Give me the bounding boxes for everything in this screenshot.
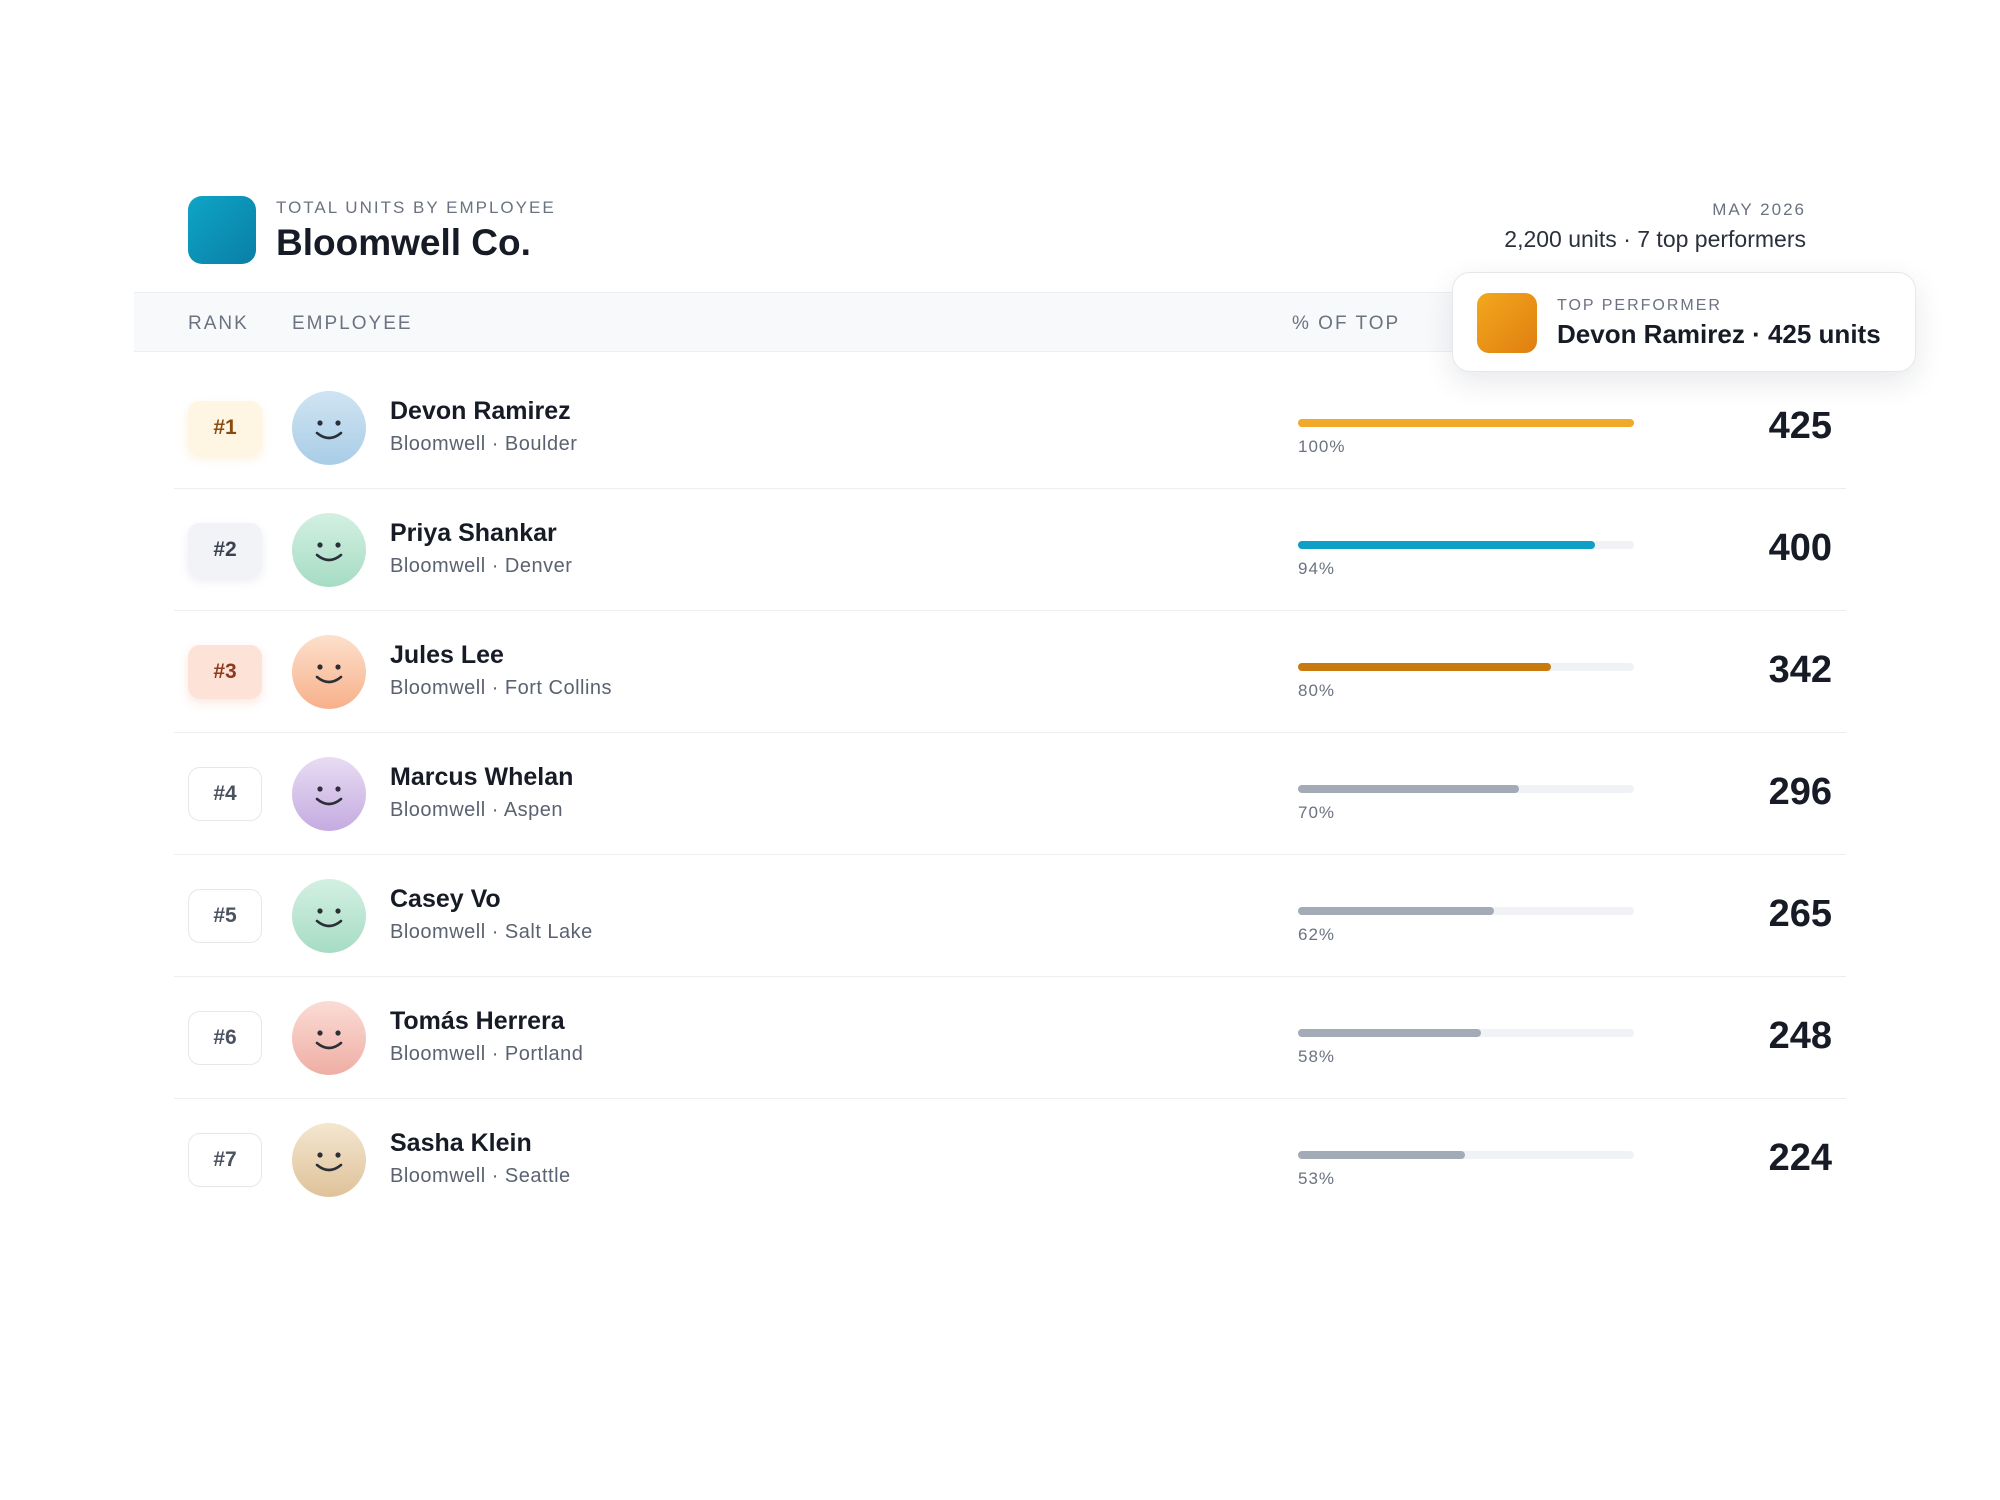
percent-bar	[1298, 1151, 1634, 1159]
header-eyebrow: TOTAL UNITS BY EMPLOYEE	[276, 198, 556, 217]
rank-badge: #7	[188, 1133, 262, 1187]
employee-list: #1 Devon Ramirez Bloomwell · Boulder 100…	[174, 367, 1846, 1221]
percent-label: 80%	[1298, 681, 1336, 700]
rank-badge: #2	[188, 523, 262, 577]
units-value: 248	[1768, 1015, 1832, 1057]
units-value: 425	[1768, 405, 1832, 447]
page-title: Bloomwell Co.	[276, 222, 531, 263]
units-value: 400	[1768, 527, 1832, 569]
employee-name[interactable]: Tomás Herrera	[390, 1007, 565, 1035]
rank-badge: #3	[188, 645, 262, 699]
employee-location: Bloomwell · Fort Collins	[390, 677, 613, 699]
table-row[interactable]: #2 Priya Shankar Bloomwell · Denver 94% …	[174, 489, 1846, 611]
units-value: 224	[1768, 1137, 1832, 1179]
tooltip-label: TOP PERFORMER	[1557, 297, 1722, 314]
percent-bar	[1298, 663, 1634, 671]
rank-badge: #5	[188, 889, 262, 943]
smiley-face-icon	[292, 879, 366, 953]
employee-name[interactable]: Jules Lee	[390, 641, 504, 669]
tooltip-text: Devon Ramirez · 425 units	[1557, 319, 1881, 349]
percent-label: 70%	[1298, 803, 1336, 822]
employee-location: Bloomwell · Portland	[390, 1043, 584, 1065]
smiley-face-icon	[292, 513, 366, 587]
trophy-icon	[1477, 293, 1537, 353]
smiley-face-icon	[292, 757, 366, 831]
rank-badge: #4	[188, 767, 262, 821]
avatar	[292, 513, 366, 587]
top-performer-tooltip: TOP PERFORMER Devon Ramirez · 425 units	[1452, 272, 1916, 372]
employee-location: Bloomwell · Aspen	[390, 799, 564, 821]
avatar	[292, 391, 366, 465]
employee-location: Bloomwell · Salt Lake	[390, 921, 593, 943]
employee-location: Bloomwell · Seattle	[390, 1165, 571, 1187]
units-value: 296	[1768, 771, 1832, 813]
percent-bar	[1298, 785, 1634, 793]
percent-label: 58%	[1298, 1047, 1336, 1066]
smiley-face-icon	[292, 1001, 366, 1075]
table-row[interactable]: #7 Sasha Klein Bloomwell · Seattle 53% 2…	[174, 1099, 1846, 1221]
percent-bar	[1298, 419, 1634, 427]
units-value: 265	[1768, 893, 1832, 935]
percent-bar	[1298, 1029, 1634, 1037]
percent-bar-fill	[1298, 1151, 1466, 1159]
units-value: 342	[1768, 649, 1832, 691]
percent-bar	[1298, 907, 1634, 915]
summary-text: 2,200 units · 7 top performers	[1504, 226, 1806, 252]
employee-location: Bloomwell · Denver	[390, 555, 573, 577]
percent-bar-fill	[1298, 663, 1551, 671]
table-row[interactable]: #3 Jules Lee Bloomwell · Fort Collins 80…	[174, 611, 1846, 733]
table-row[interactable]: #1 Devon Ramirez Bloomwell · Boulder 100…	[174, 367, 1846, 489]
column-header-employee[interactable]: EMPLOYEE	[292, 313, 413, 334]
employee-location: Bloomwell · Boulder	[390, 433, 578, 455]
column-header-percent[interactable]: % OF TOP	[1292, 313, 1401, 334]
employee-name[interactable]: Casey Vo	[390, 885, 501, 913]
percent-bar-fill	[1298, 419, 1634, 427]
percent-label: 94%	[1298, 559, 1336, 578]
period-label: MAY 2026	[1712, 200, 1806, 219]
avatar	[292, 1001, 366, 1075]
company-logo-icon	[188, 196, 256, 264]
percent-bar-fill	[1298, 541, 1595, 549]
smiley-face-icon	[292, 635, 366, 709]
employee-name[interactable]: Sasha Klein	[390, 1129, 532, 1157]
card-header: TOTAL UNITS BY EMPLOYEE Bloomwell Co. MA…	[188, 194, 1806, 284]
smiley-face-icon	[292, 1123, 366, 1197]
rank-badge: #1	[188, 401, 262, 455]
employee-name[interactable]: Marcus Whelan	[390, 763, 574, 791]
column-header-rank[interactable]: RANK	[188, 313, 249, 334]
avatar	[292, 1123, 366, 1197]
percent-bar-fill	[1298, 785, 1520, 793]
employee-name[interactable]: Devon Ramirez	[390, 397, 571, 425]
avatar	[292, 879, 366, 953]
percent-label: 62%	[1298, 925, 1336, 944]
percent-bar	[1298, 541, 1634, 549]
avatar	[292, 635, 366, 709]
percent-bar-fill	[1298, 907, 1494, 915]
table-row[interactable]: #5 Casey Vo Bloomwell · Salt Lake 62% 26…	[174, 855, 1846, 977]
avatar	[292, 757, 366, 831]
percent-bar-fill	[1298, 1029, 1482, 1037]
rank-badge: #6	[188, 1011, 262, 1065]
percent-label: 100%	[1298, 437, 1346, 456]
table-row[interactable]: #6 Tomás Herrera Bloomwell · Portland 58…	[174, 977, 1846, 1099]
employee-name[interactable]: Priya Shankar	[390, 519, 557, 547]
percent-label: 53%	[1298, 1169, 1336, 1188]
table-row[interactable]: #4 Marcus Whelan Bloomwell · Aspen 70% 2…	[174, 733, 1846, 855]
smiley-face-icon	[292, 391, 366, 465]
